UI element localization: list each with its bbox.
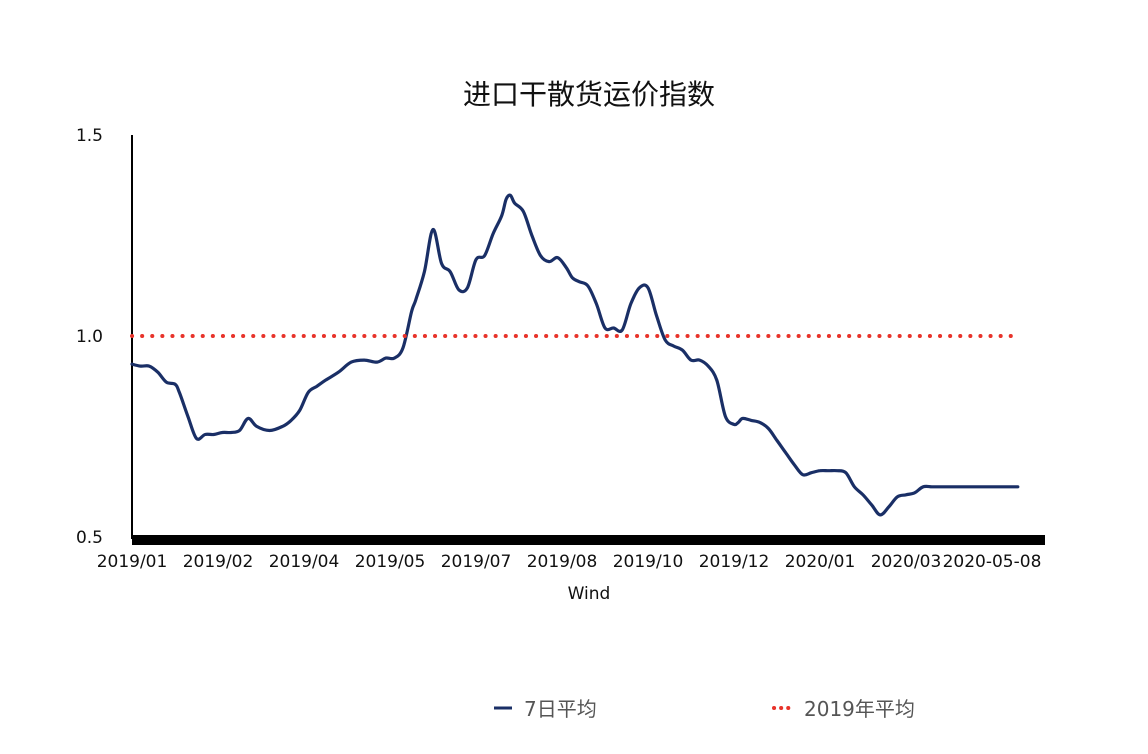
x-tick-label: 2019/04 (269, 552, 340, 572)
legend-item-2019-avg: 2019年平均 (772, 697, 915, 721)
x-tick-label: 2019/08 (527, 552, 598, 572)
y-tick-label: 1.0 (76, 327, 103, 347)
x-tick-label: 2019/07 (441, 552, 512, 572)
y-tick-label: 0.5 (76, 528, 103, 548)
legend: 7日平均 2019年平均 (494, 697, 915, 721)
legend-item-7day-avg: 7日平均 (494, 697, 597, 721)
x-axis-minor-ticks (132, 542, 1045, 545)
x-tick-label: 2020/03 (871, 552, 942, 572)
legend-label: 2019年平均 (804, 697, 915, 721)
legend-label: 7日平均 (524, 697, 597, 721)
axes: 0.5 1.0 1.5 2019/01 2019/02 2019/04 2019/05 201… (76, 126, 1045, 572)
x-tick-label: 2019/01 (97, 552, 168, 572)
x-tick-label: 2019/10 (613, 552, 684, 572)
x-axis-line (132, 535, 1045, 542)
x-tick-label: 2019/12 (699, 552, 770, 572)
y-tick-label: 1.5 (76, 126, 103, 146)
x-tick-label: 2019/02 (183, 552, 254, 572)
x-tick-label: 2020-05-08 (943, 552, 1042, 572)
series-layer (130, 193, 1020, 517)
chart-title: 进口干散货运价指数 (463, 78, 715, 111)
x-tick-label: 2019/05 (355, 552, 426, 572)
series-line-7day-avg (130, 193, 1020, 517)
x-tick-label: 2020/01 (785, 552, 856, 572)
x-axis-title: Wind (568, 584, 611, 604)
